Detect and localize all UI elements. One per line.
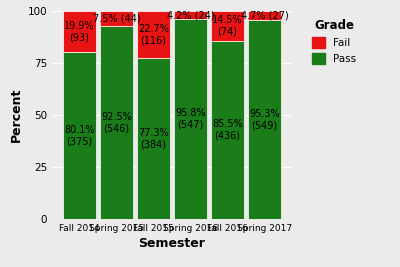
Bar [100, 11, 133, 26]
Bar [63, 11, 96, 52]
Text: 4.7% (27): 4.7% (27) [240, 11, 288, 21]
Bar [211, 41, 244, 219]
Bar [248, 11, 281, 21]
Text: 80.1%
(375): 80.1% (375) [64, 125, 95, 146]
Bar [137, 58, 170, 219]
Text: 7.5% (44): 7.5% (44) [93, 14, 140, 23]
Bar [137, 11, 170, 58]
Bar [174, 11, 207, 19]
Bar [248, 21, 281, 219]
X-axis label: Semester: Semester [138, 237, 206, 250]
Text: 95.3%
(549): 95.3% (549) [249, 109, 280, 131]
Bar [211, 11, 244, 41]
Text: 95.8%
(547): 95.8% (547) [175, 108, 206, 130]
Text: 85.5%
(436): 85.5% (436) [212, 119, 243, 141]
Text: 92.5%
(546): 92.5% (546) [101, 112, 132, 134]
Text: 4.2% (24): 4.2% (24) [167, 10, 214, 20]
Bar [174, 19, 207, 219]
Text: 22.7%
(116): 22.7% (116) [138, 23, 169, 45]
Text: 19.9%
(93): 19.9% (93) [64, 21, 95, 42]
Text: 14.5%
(74): 14.5% (74) [212, 15, 243, 37]
Text: 77.3%
(384): 77.3% (384) [138, 128, 169, 149]
Legend: Fail, Pass: Fail, Pass [307, 14, 361, 69]
Bar [100, 26, 133, 219]
Bar [63, 52, 96, 219]
Y-axis label: Percent: Percent [10, 88, 23, 142]
